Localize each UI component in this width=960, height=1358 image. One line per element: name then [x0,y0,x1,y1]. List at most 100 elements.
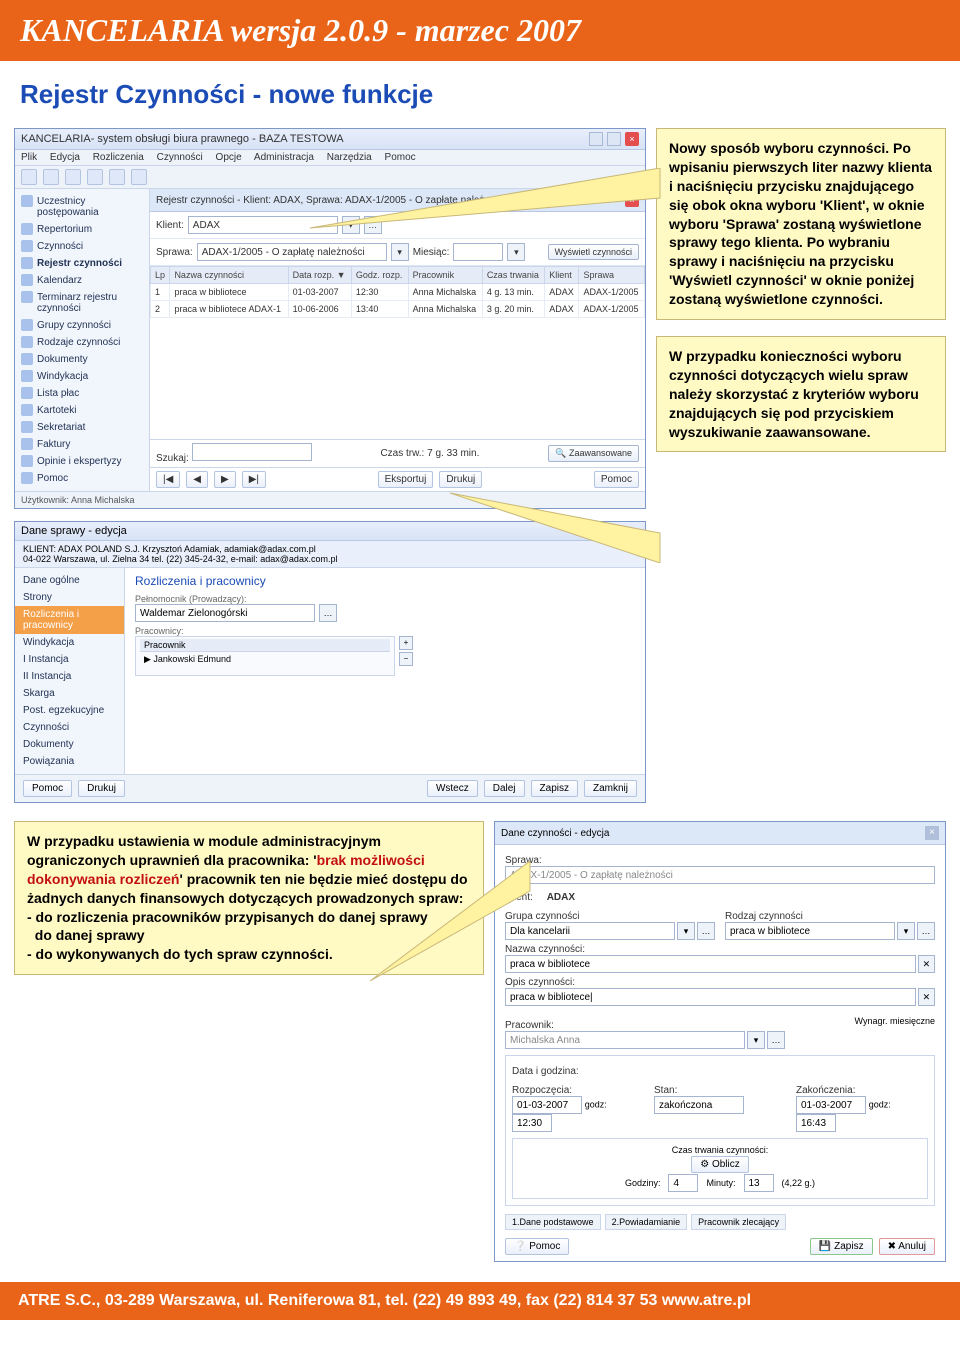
side-item[interactable]: Dokumenty [15,736,124,753]
lookup-button[interactable]: … [767,1031,785,1049]
nav-next[interactable]: ▶ [214,471,236,488]
input-pelnomocnik[interactable]: Waldemar Zielonogórski [135,604,315,622]
btn-wstecz[interactable]: Wstecz [427,780,478,797]
btn-pomoc[interactable]: Pomoc [594,471,639,488]
input-nazwa[interactable]: praca w bibliotece [505,955,916,973]
sidebar-item[interactable]: Pomoc [17,470,147,487]
sidebar-item[interactable]: Czynności [17,238,147,255]
sidebar-item[interactable]: Uczestnicy postępowania [17,193,147,221]
menu-rozliczenia[interactable]: Rozliczenia [93,152,144,163]
sidebar-item[interactable]: Sekretariat [17,419,147,436]
dropdown-icon[interactable]: ▾ [897,922,915,940]
col-header[interactable]: Sprawa [579,267,645,284]
lookup-button[interactable]: … [917,922,935,940]
input-minuty[interactable]: 13 [744,1174,774,1192]
close-button[interactable]: × [925,826,939,840]
sidebar-item[interactable]: Rejestr czynności [17,255,147,272]
side-item[interactable]: Strony [15,589,124,606]
nav-first[interactable]: |◀ [156,471,180,488]
sidebar-item[interactable]: Kalendarz [17,272,147,289]
btn-wyswietl-czynnosci[interactable]: Wyświetl czynności [548,244,639,260]
list-pracownicy[interactable]: Pracownik ▶ Jankowski Edmund [135,636,395,676]
toolbar-btn[interactable] [65,169,81,185]
btn-drukuj[interactable]: Drukuj [439,471,482,488]
input-sprawa[interactable]: ADAX-1/2005 - O zapłatę należności [197,243,387,261]
toolbar-btn[interactable] [87,169,103,185]
btn-eksportuj[interactable]: Eksportuj [378,471,434,488]
sidebar-item[interactable]: Faktury [17,436,147,453]
input-pracownik[interactable]: Michalska Anna [505,1031,745,1049]
close-button[interactable]: × [625,132,639,146]
btn-zamknij[interactable]: Zamknij [584,780,637,797]
col-header[interactable]: Klient [545,267,579,284]
sidebar-item[interactable]: Windykacja [17,368,147,385]
tab-close-button[interactable]: × [625,193,639,207]
btn-drukuj[interactable]: Drukuj [78,780,125,797]
col-header[interactable]: Pracownik [408,267,482,284]
menu-czynnosci[interactable]: Czynności [157,152,203,163]
col-header[interactable]: Nazwa czynności [170,267,288,284]
btn-zapisz[interactable]: Zapisz [531,780,578,797]
tab[interactable]: Pracownik zlecający [691,1214,786,1230]
dropdown-icon[interactable]: ▾ [342,216,360,234]
sidebar-item[interactable]: Lista płac [17,385,147,402]
nav-last[interactable]: ▶| [242,471,266,488]
menu-opcje[interactable]: Opcje [216,152,242,163]
col-header[interactable]: Czas trwania [482,267,544,284]
remove-button[interactable]: − [399,652,413,666]
side-item[interactable]: II Instancja [15,668,124,685]
max-button[interactable] [607,132,621,146]
input-rodzaj[interactable]: praca w bibliotece [725,922,895,940]
toolbar-btn[interactable] [109,169,125,185]
min-button[interactable] [589,132,603,146]
add-button[interactable]: + [399,636,413,650]
side-item[interactable]: Czynności [15,719,124,736]
btn-dalej[interactable]: Dalej [484,780,525,797]
side-item[interactable]: Powiązania [15,753,124,770]
menu-narzedzia[interactable]: Narzędzia [327,152,372,163]
input-rozp-godz[interactable]: 12:30 [512,1114,552,1132]
sidebar-item[interactable]: Kartoteki [17,402,147,419]
tab[interactable]: 2.Powiadamianie [605,1214,688,1230]
lookup-button[interactable]: … [697,922,715,940]
input-klient[interactable]: ADAX [188,216,338,234]
side-item[interactable]: Post. egzekucyjne [15,702,124,719]
table-row[interactable]: 1 praca w bibliotece 01-03-2007 12:30 An… [151,284,645,301]
lookup-button[interactable]: … [319,604,337,622]
btn-zapisz[interactable]: 💾 Zapisz [810,1238,873,1255]
sidebar-item[interactable]: Opinie i ekspertyzy [17,453,147,470]
side-item[interactable]: I Instancja [15,651,124,668]
sidebar-item[interactable]: Repertorium [17,221,147,238]
input-miesiac[interactable] [453,243,503,261]
menu-pomoc[interactable]: Pomoc [385,152,416,163]
dropdown-icon[interactable]: ▾ [677,922,695,940]
side-item-active[interactable]: Rozliczenia i pracownicy [15,606,124,634]
dropdown-icon[interactable]: ▾ [391,243,409,261]
nav-prev[interactable]: ◀ [186,471,208,488]
input-stan[interactable]: zakończona [654,1096,744,1114]
menu-admin[interactable]: Administracja [254,152,314,163]
side-item[interactable]: Windykacja [15,634,124,651]
btn-anuluj[interactable]: ✖ Anuluj [879,1238,935,1255]
col-header[interactable]: Godz. rozp. [351,267,408,284]
list-item[interactable]: ▶ Jankowski Edmund [140,652,390,667]
sidebar-item[interactable]: Rodzaje czynności [17,334,147,351]
toolbar-btn[interactable] [131,169,147,185]
input-grupa[interactable]: Dla kancelarii [505,922,675,940]
btn-zaawansowane[interactable]: 🔍 Zaawansowane [548,445,639,462]
input-rozp-data[interactable]: 01-03-2007 [512,1096,582,1114]
lookup-button[interactable]: … [364,216,382,234]
input-godziny[interactable]: 4 [668,1174,698,1192]
tab[interactable]: 1.Dane podstawowe [505,1214,601,1230]
sidebar-item[interactable]: Grupy czynności [17,317,147,334]
input-opis[interactable]: praca w bibliotece| [505,988,916,1006]
input-szukaj[interactable] [192,443,312,461]
toolbar-btn[interactable] [43,169,59,185]
sidebar-item[interactable]: Terminarz rejestru czynności [17,289,147,317]
btn-oblicz[interactable]: ⚙ Oblicz [691,1156,749,1173]
btn-pomoc[interactable]: Pomoc [23,780,72,797]
side-item[interactable]: Skarga [15,685,124,702]
col-header[interactable]: Data rozp. ▼ [288,267,351,284]
input-zak-data[interactable]: 01-03-2007 [796,1096,866,1114]
btn-pomoc[interactable]: ❔ Pomoc [505,1238,569,1255]
